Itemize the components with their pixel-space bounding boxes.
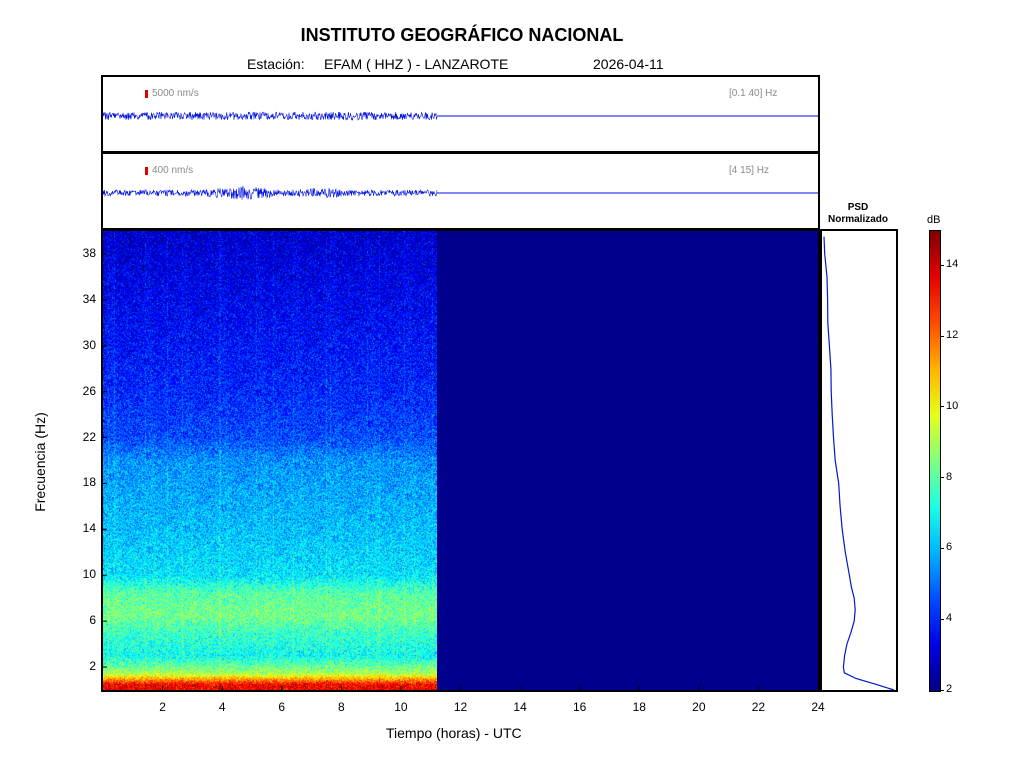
psd-line [823, 236, 895, 690]
x-tick-label: 4 [218, 700, 226, 714]
x-tick-label: 16 [572, 700, 587, 714]
y-tick-label: 18 [82, 475, 96, 490]
x-tick-label: 12 [453, 700, 468, 714]
y-tick-label: 14 [82, 521, 96, 536]
colorbar-tick-mark [940, 547, 944, 549]
y-axis-title: Frecuencia (Hz) [32, 412, 48, 512]
colorbar-tick-mark [940, 689, 944, 691]
seismogram-trace-filtered [103, 185, 818, 200]
psd-curve [823, 236, 895, 690]
colorbar-tick-label: 6 [946, 541, 953, 554]
x-tick-label: 10 [394, 700, 408, 714]
y-tick-label: 6 [89, 613, 96, 628]
trace-band-label: [0.1 40] Hz [729, 88, 778, 99]
colorbar-tick-label: 8 [946, 470, 953, 483]
seismogram-waveform [103, 185, 438, 200]
seismogram-waveform [103, 111, 438, 122]
seismogram-trace-broadband [103, 111, 818, 122]
x-tick-label: 24 [811, 700, 825, 714]
x-tick-label: 6 [278, 700, 286, 714]
colorbar-tick-label: 4 [946, 612, 953, 625]
trace-scale-label: 5000 nm/s [152, 88, 199, 99]
spectrogram-heatmap [103, 231, 437, 690]
trace-band-label: [4 15] Hz [729, 165, 770, 176]
trace-scale-label: 400 nm/s [152, 165, 194, 176]
x-tick-label: 8 [337, 700, 345, 714]
psd-title-line-1: PSD [847, 202, 869, 213]
colorbar-tick-label: 2 [946, 683, 953, 695]
y-tick-label: 26 [82, 383, 96, 398]
colorbar-tick-mark [940, 406, 944, 408]
x-axis-title: Tiempo (horas) - UTC [386, 725, 522, 741]
x-tick-label: 22 [751, 700, 766, 714]
y-tick-label: 2 [89, 659, 96, 674]
trace-panel-filtered: 400 nm/s [4 15] Hz [101, 152, 820, 230]
psd-title: PSD Normalizado [820, 202, 896, 226]
colorbar-tick-label: 14 [946, 258, 959, 271]
spectrogram-panel [101, 229, 820, 692]
y-tick-label: 38 [82, 245, 96, 260]
scale-bar [145, 167, 148, 175]
spectrogram-no-data-region [437, 231, 818, 690]
psd-panel [820, 229, 898, 692]
y-tick-label: 22 [82, 429, 96, 444]
y-tick-label: 30 [82, 337, 96, 352]
trace-panel-broadband: 5000 nm/s [0.1 40] Hz [101, 75, 820, 153]
x-tick-label: 20 [692, 700, 706, 714]
station-prefix: Estación: [247, 56, 305, 72]
x-tick-label: 2 [159, 700, 166, 714]
colorbar [929, 230, 941, 692]
colorbar-tick-mark [940, 335, 944, 337]
colorbar-tick-mark [940, 477, 944, 479]
colorbar-tick-label: 10 [946, 399, 959, 412]
colorbar-tick-label: 12 [946, 329, 959, 342]
colorbar-unit: dB [927, 214, 941, 226]
x-tick-label: 18 [632, 700, 646, 714]
station-name: EFAM ( HHZ ) - LANZAROTE [324, 56, 509, 72]
date-label: 2026-04-11 [593, 56, 664, 72]
chart-title: INSTITUTO GEOGRÁFICO NACIONAL [300, 25, 624, 45]
psd-title-line-2: Normalizado [827, 214, 888, 225]
colorbar-tick-mark [940, 264, 944, 266]
y-tick-label: 10 [82, 567, 96, 582]
x-tick-label: 14 [513, 700, 527, 714]
colorbar-tick-mark [940, 618, 944, 620]
scale-bar [145, 90, 148, 98]
y-tick-label: 34 [82, 291, 96, 306]
